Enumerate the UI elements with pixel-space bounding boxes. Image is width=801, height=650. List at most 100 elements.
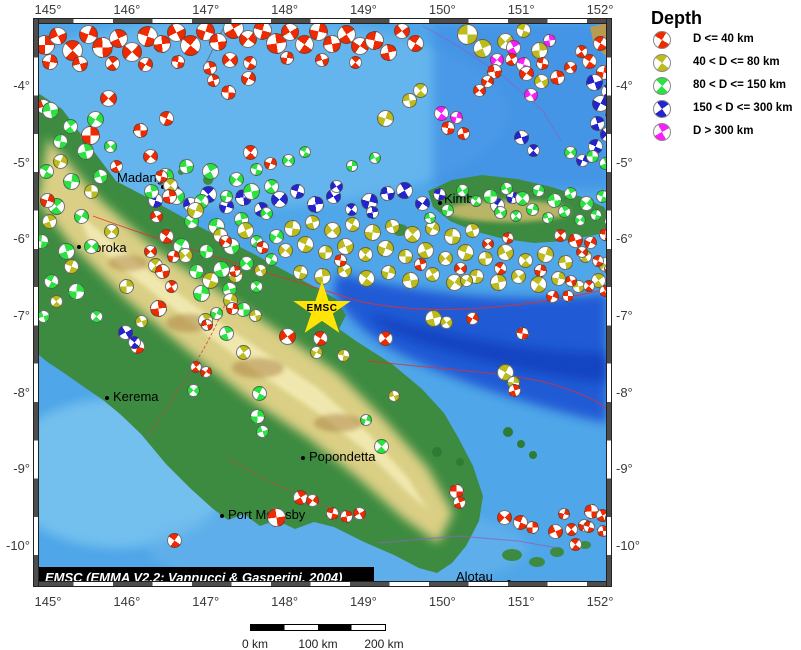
beachball bbox=[470, 195, 482, 207]
beachball bbox=[72, 56, 88, 72]
beachball bbox=[309, 345, 323, 359]
legend-item-label: 80 < D <= 150 km bbox=[693, 79, 787, 91]
beachball bbox=[414, 195, 430, 211]
beachball bbox=[209, 306, 223, 320]
beachball bbox=[177, 247, 193, 263]
beachball bbox=[502, 232, 514, 244]
beachball bbox=[524, 88, 538, 102]
beachball bbox=[73, 208, 89, 224]
beachball bbox=[239, 30, 257, 48]
beachball bbox=[373, 438, 389, 454]
beachball bbox=[243, 56, 257, 70]
beachball bbox=[535, 56, 549, 70]
beachball bbox=[164, 279, 178, 293]
beachball bbox=[536, 245, 554, 263]
beachball bbox=[510, 268, 526, 284]
beachball bbox=[595, 508, 607, 522]
beachball bbox=[424, 266, 440, 282]
beachball bbox=[41, 213, 57, 229]
beachball bbox=[598, 227, 607, 241]
beachball bbox=[39, 192, 55, 208]
beachball bbox=[83, 238, 99, 254]
beachball bbox=[549, 69, 565, 85]
beachball bbox=[91, 36, 113, 58]
beachball bbox=[153, 35, 171, 53]
beachball bbox=[41, 101, 59, 119]
beachball bbox=[344, 216, 360, 232]
beachball bbox=[122, 42, 142, 62]
beachball bbox=[413, 257, 427, 271]
beachball bbox=[76, 142, 94, 160]
beachball bbox=[218, 234, 232, 248]
beachball bbox=[562, 290, 574, 302]
lon-tick-label: 150° bbox=[428, 594, 456, 609]
beachball bbox=[149, 299, 167, 317]
beachball bbox=[154, 169, 168, 183]
beachball bbox=[496, 243, 514, 261]
lat-tick-label: -4° bbox=[13, 78, 30, 93]
beachball bbox=[186, 383, 200, 397]
beachball bbox=[574, 44, 588, 58]
legend-item: 40 < D <= 80 km bbox=[645, 52, 801, 75]
beachball bbox=[574, 214, 586, 226]
beachball bbox=[344, 202, 358, 216]
beachball bbox=[599, 285, 607, 297]
emsc-star-label: EMSC bbox=[306, 303, 338, 314]
beachball bbox=[62, 172, 80, 190]
beachball bbox=[117, 324, 133, 340]
beachball bbox=[103, 223, 119, 239]
beachball bbox=[365, 205, 379, 219]
beachball bbox=[198, 243, 214, 259]
beachball bbox=[379, 43, 397, 61]
lon-tick-label: 145° bbox=[34, 594, 62, 609]
beachball bbox=[315, 53, 329, 67]
legend-item-label: D > 300 km bbox=[693, 125, 754, 137]
beachball bbox=[166, 249, 180, 263]
beachball bbox=[557, 204, 571, 218]
beachball bbox=[92, 168, 108, 184]
beachball bbox=[222, 52, 238, 68]
beachball bbox=[591, 94, 607, 112]
beachball bbox=[83, 183, 99, 199]
beachball bbox=[563, 145, 577, 159]
beachball bbox=[542, 212, 554, 224]
map-frame-bottom bbox=[33, 581, 612, 587]
beachball bbox=[510, 210, 522, 222]
beachball bbox=[585, 149, 599, 163]
beachball bbox=[242, 182, 260, 200]
beachball bbox=[394, 23, 410, 39]
lon-tick-label: 148° bbox=[271, 594, 299, 609]
beachball bbox=[229, 265, 241, 277]
beachball bbox=[299, 146, 311, 158]
beachball bbox=[323, 35, 341, 53]
beachball bbox=[219, 189, 233, 203]
beachball bbox=[228, 171, 244, 187]
beachball bbox=[377, 330, 393, 346]
beachball bbox=[515, 326, 529, 340]
beachball bbox=[388, 390, 400, 402]
beachball bbox=[439, 315, 453, 329]
beachball bbox=[515, 23, 531, 38]
beachball bbox=[525, 202, 539, 216]
scale-bar-label: 100 km bbox=[298, 637, 338, 650]
lat-tick-label: -4° bbox=[616, 78, 633, 93]
beachball bbox=[440, 203, 454, 217]
beachball bbox=[585, 73, 603, 91]
legend-item: D <= 40 km bbox=[645, 29, 801, 52]
beachball bbox=[464, 222, 480, 238]
lon-tick-label: 146° bbox=[113, 2, 141, 17]
beachball bbox=[249, 162, 263, 176]
lon-tick-label: 147° bbox=[192, 594, 220, 609]
beachball bbox=[583, 521, 595, 533]
beachball bbox=[525, 520, 539, 534]
beachball bbox=[186, 201, 204, 219]
beachball bbox=[564, 522, 578, 536]
beachball bbox=[557, 254, 573, 270]
beachball bbox=[220, 84, 236, 100]
beachball bbox=[565, 275, 577, 287]
beachball bbox=[336, 237, 354, 255]
beachball bbox=[49, 27, 67, 45]
beachball bbox=[109, 159, 123, 173]
beachball bbox=[531, 183, 545, 197]
beachball bbox=[200, 366, 212, 378]
